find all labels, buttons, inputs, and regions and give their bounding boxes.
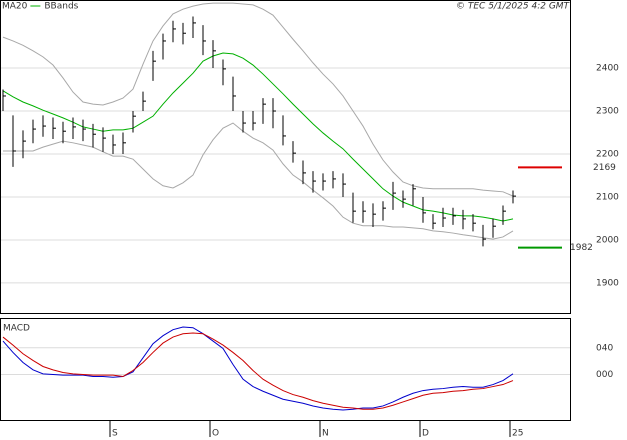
x-tick-label: O [212, 429, 219, 439]
source: © TEC 5/1/2025 4:2 GMT [456, 2, 571, 12]
band-lower [3, 122, 514, 240]
y-tick-label: 2100 [596, 192, 619, 202]
price-panel [0, 0, 571, 314]
y-tick-label: 2000 [596, 235, 619, 245]
y-tick-label: 2300 [596, 107, 619, 117]
band-upper [2, 2, 514, 197]
macd-line [2, 326, 514, 411]
x-tick-label: S [112, 429, 118, 439]
y-tick-label: 000 [596, 370, 613, 380]
y-tick-label: 2200 [596, 149, 619, 159]
y-tick-label: 040 [596, 343, 613, 353]
macd-panel [0, 318, 571, 421]
x-tick-label: 25 [512, 429, 523, 439]
level-label: 1982 [570, 243, 593, 253]
macd-title: MACD [3, 324, 30, 334]
ma-line [2, 52, 514, 222]
legend-label: BBands [44, 2, 78, 12]
x-tick-label: N [322, 429, 329, 439]
legend-label: MA20 [2, 2, 28, 12]
macd-line [2, 332, 514, 410]
level-label: 2169 [593, 163, 616, 173]
x-tick-label: D [422, 429, 429, 439]
y-tick-label: 2400 [596, 64, 619, 74]
y-tick-label: 1900 [596, 278, 619, 288]
